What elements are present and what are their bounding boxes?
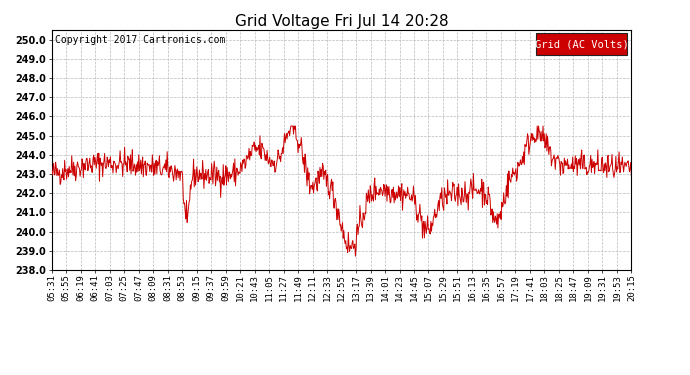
Text: Copyright 2017 Cartronics.com: Copyright 2017 Cartronics.com bbox=[55, 35, 225, 45]
Text: Grid (AC Volts): Grid (AC Volts) bbox=[535, 39, 629, 49]
Title: Grid Voltage Fri Jul 14 20:28: Grid Voltage Fri Jul 14 20:28 bbox=[235, 14, 448, 29]
FancyBboxPatch shape bbox=[535, 33, 627, 55]
